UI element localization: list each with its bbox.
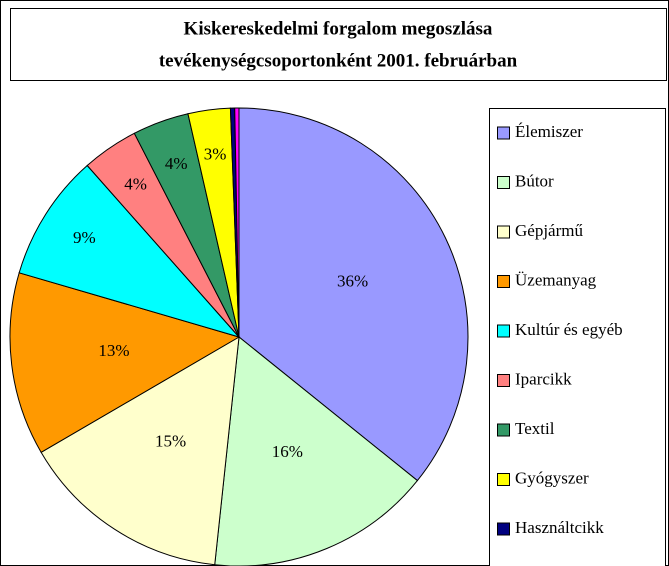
- legend-swatch: [497, 374, 510, 387]
- data-label: 13%: [98, 341, 129, 360]
- legend-swatch: [497, 275, 510, 288]
- legend-label: Bútor: [515, 171, 554, 190]
- data-label: 4%: [165, 154, 188, 173]
- legend-label: Kultúr és egyéb: [515, 320, 623, 339]
- legend-swatch: [497, 324, 510, 338]
- legend-label: Iparcikk: [515, 369, 572, 388]
- legend-label: Gyógyszer: [515, 468, 589, 487]
- data-label: 3%: [204, 144, 227, 163]
- pie-slice: [234, 107, 240, 338]
- legend-label: Üzemanyag: [515, 270, 597, 289]
- pie-slice: [18, 164, 241, 338]
- chart-title: Kiskereskedelmi forgalom megoszlása: [184, 18, 493, 39]
- pie-slice: [40, 336, 240, 566]
- data-label: 36%: [337, 272, 368, 291]
- chart-subtitle: tevékenységcsoportonként 2001. februárba…: [159, 50, 518, 71]
- legend-swatch: [497, 126, 510, 140]
- data-label: 16%: [272, 442, 303, 461]
- legend-swatch: [497, 225, 510, 239]
- legend-label: Textil: [515, 419, 555, 438]
- legend-label: Gépjármű: [515, 221, 583, 240]
- pie-slice: [238, 107, 469, 482]
- legend-swatch: [497, 522, 510, 536]
- legend-swatch: [497, 473, 510, 486]
- data-label: 15%: [155, 432, 186, 451]
- legend-swatch: [497, 423, 510, 437]
- legend-label: Élemiszer: [515, 122, 583, 141]
- legend: Élemiszer Bútor Gépjármű Üzemanyag Kultúr és…: [497, 122, 623, 537]
- legend-label: Használtcikk: [515, 518, 604, 537]
- pie: 36% 16% 15% 13% 9% 4% 4% 3%: [9, 107, 469, 566]
- data-label: 4%: [124, 175, 147, 194]
- pie-slice: [9, 272, 241, 454]
- legend-swatch: [497, 176, 510, 189]
- legend-box: [489, 108, 666, 566]
- data-label: 9%: [73, 228, 96, 247]
- title-box: [10, 8, 667, 81]
